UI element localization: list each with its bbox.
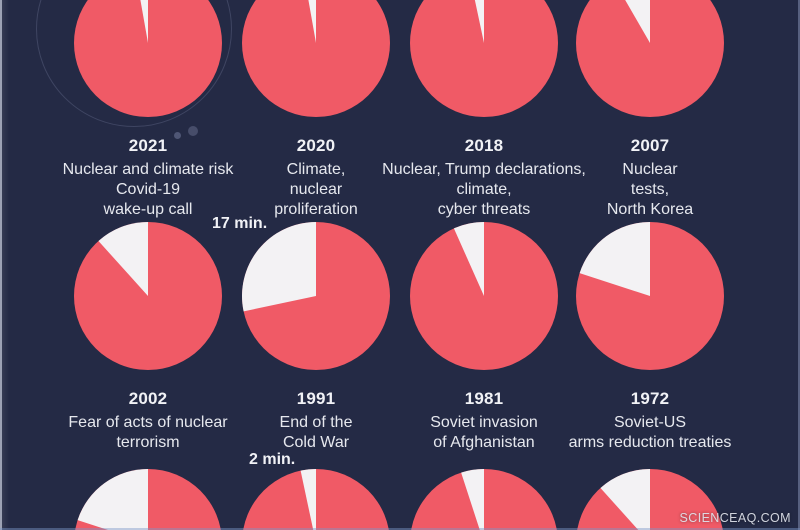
clock-caption-line: arms reduction treaties (568, 434, 732, 451)
clock-caption-line: Nuclear and climate risk (62, 161, 234, 178)
watermark: SCIENCEAQ.COM (679, 511, 791, 525)
clock-year: 1991 (296, 389, 336, 408)
clock-year: 1972 (630, 389, 670, 408)
clock-label-block: 1991 End of the Cold War (176, 389, 456, 453)
clock-label-block: 1981 Soviet invasion of Afghanistan (344, 389, 624, 453)
clock-pie (410, 0, 558, 117)
clock-caption-line: nuclear (289, 181, 343, 198)
minutes-annotation: 17 min. (212, 215, 268, 232)
clock-caption-line: Cold War (282, 434, 350, 451)
clock-label-block: 2020 Climate, nuclear proliferation (176, 136, 456, 220)
clock-caption-line: Fear of acts of nuclear (68, 414, 228, 431)
clock-cell-row3-col1 (74, 469, 222, 530)
clock-caption-line: Climate, (286, 161, 346, 178)
clock-pie (410, 222, 558, 370)
clock-year: 2018 (464, 136, 504, 155)
clock-caption-line: cyber threats (437, 201, 531, 218)
minutes-to-midnight-wedge (98, 222, 148, 296)
clock-caption-line: climate, (456, 181, 512, 198)
clock-caption-line: Covid-19 (115, 181, 181, 198)
clock-pie (576, 222, 724, 370)
clock-cell-1981: 1981 Soviet invasion of Afghanistan (410, 222, 558, 451)
clock-cell-row3-col2: 2 min. (242, 451, 390, 530)
clock-pie (74, 222, 222, 370)
minutes-annotation: 2 min. (249, 451, 296, 468)
clock-face (410, 0, 558, 117)
clock-cell-2007: 2007 Nuclear tests, North Korea (576, 0, 724, 218)
minutes-to-midnight-wedge (77, 469, 148, 530)
left-frame-line (0, 0, 2, 530)
clock-cell-2020: 2020 Climate, nuclear proliferation (242, 0, 390, 218)
minutes-to-midnight-wedge (461, 469, 484, 530)
clock-pie (576, 0, 724, 117)
minutes-to-midnight-wedge (600, 469, 650, 530)
clock-pie (75, 469, 221, 530)
clock-pie (577, 469, 723, 530)
minutes-to-midnight-wedge (242, 222, 316, 312)
clock-label-block: 1972 Soviet-US arms reduction treaties (510, 389, 790, 453)
clock-year: 2007 (630, 136, 670, 155)
clock-cell-2002: 2002 Fear of acts of nuclear terrorism (68, 222, 228, 451)
clock-year: 2021 (128, 136, 168, 155)
minutes-to-midnight-wedge (453, 222, 484, 296)
clock-caption-line: Nuclear, Trump declarations, (382, 161, 586, 178)
clock-pie (242, 0, 390, 117)
clock-caption-line: Nuclear (622, 161, 678, 178)
clock-pie (243, 469, 389, 530)
decorative-dot (188, 126, 198, 136)
clock-label-block: 2018 Nuclear, Trump declarations, climate,… (344, 136, 624, 220)
clock-label-block: 2007 Nuclear tests, North Korea (510, 136, 790, 220)
clock-caption-line: wake-up call (103, 201, 193, 218)
clock-label-block: 2002 Fear of acts of nuclear terrorism (8, 389, 288, 453)
clock-face (576, 0, 724, 117)
clock-year: 2020 (296, 136, 336, 155)
clock-label-block: 2021 Nuclear and climate risk Covid-19 wake… (8, 136, 288, 220)
clock-cell-row3-col3 (410, 469, 558, 530)
clock-caption-line: proliferation (274, 201, 358, 218)
clock-year: 1981 (464, 389, 504, 408)
clock-caption-line: North Korea (606, 201, 694, 218)
clock-caption-line: End of the (279, 414, 353, 431)
clock-pie (411, 469, 557, 530)
clock-year: 2002 (128, 389, 168, 408)
minutes-to-midnight-wedge (300, 469, 316, 530)
clock-face (242, 0, 390, 117)
clock-cell-1972: 1972 Soviet-US arms reduction treaties (569, 222, 731, 451)
clock-cell-2021: 2021 Nuclear and climate risk Covid-19 wake… (36, 0, 233, 218)
clock-caption-line: tests, (630, 181, 670, 198)
clock-caption-line: Soviet-US (613, 414, 687, 431)
minutes-to-midnight-wedge (625, 0, 650, 43)
clock-cell-2018: 2018 Nuclear, Trump declarations, climate,… (382, 0, 586, 218)
clock-cell-row3-col4 (576, 469, 724, 530)
minutes-to-midnight-wedge (579, 222, 650, 296)
clock-caption-line: Soviet invasion (430, 414, 538, 431)
clock-pie (242, 222, 390, 370)
decorative-dot (174, 132, 181, 139)
minutes-to-midnight-wedge (308, 0, 316, 43)
clock-caption-line: of Afghanistan (433, 434, 535, 451)
clock-caption-line: terrorism (116, 434, 180, 451)
clock-cell-1991: 1991 End of the Cold War 17 min. (212, 215, 390, 451)
